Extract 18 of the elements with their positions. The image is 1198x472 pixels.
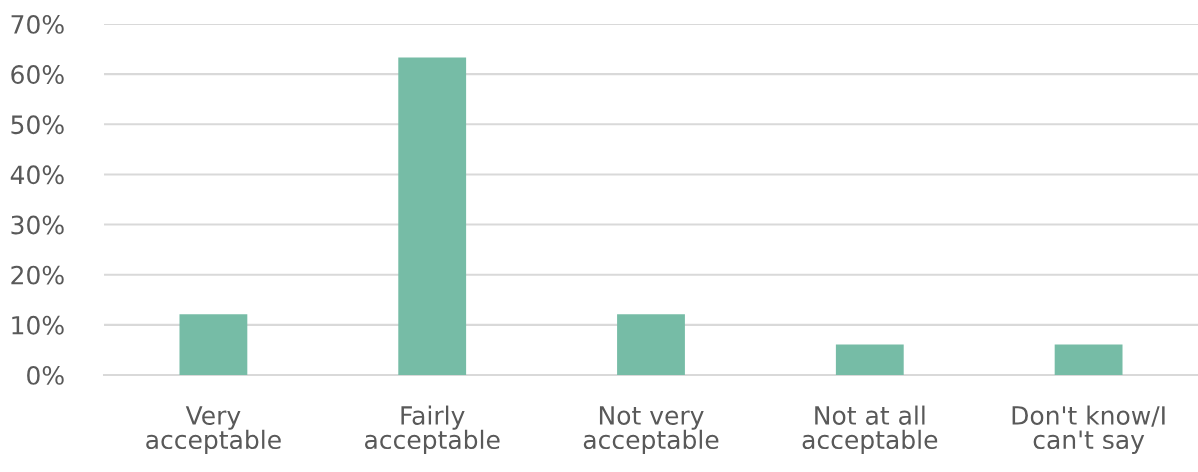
- x-tick-label: Not at all acceptable: [802, 405, 938, 454]
- bar: [1054, 344, 1123, 375]
- y-tick-label: 20%: [11, 265, 64, 285]
- y-tick-label: 50%: [11, 115, 64, 135]
- y-tick-label: 10%: [12, 315, 64, 335]
- bar: [179, 314, 248, 375]
- x-tick-label: Not very acceptable: [583, 406, 719, 454]
- bar: [617, 314, 685, 375]
- bar: [835, 344, 904, 375]
- x-tick-label: Don't know/I can't say: [1012, 405, 1165, 454]
- y-tick-label: 60%: [11, 65, 64, 84]
- bar: [398, 57, 467, 375]
- y-tick-label: 0%: [27, 365, 64, 385]
- y-tick-label: 30%: [11, 215, 64, 235]
- x-tick-label: Very acceptable: [146, 406, 281, 454]
- x-tick-label: Fairly acceptable: [365, 405, 500, 454]
- y-tick-label: 40%: [10, 165, 64, 185]
- y-tick-label: 70%: [11, 14, 64, 34]
